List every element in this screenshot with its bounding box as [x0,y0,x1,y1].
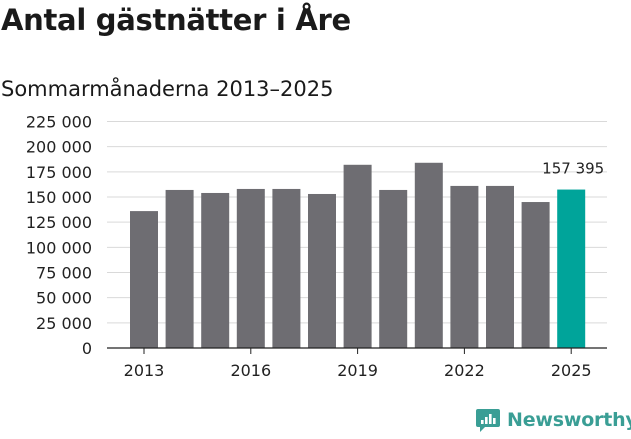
bar [272,188,301,348]
bar-highlight [557,189,586,348]
data-labels: 157 395 [542,160,604,178]
y-tick-label: 125 000 [26,213,92,232]
y-tick-label: 0 [82,339,92,358]
x-tick-label: 2025 [551,361,592,380]
bar [379,189,408,348]
y-tick-label: 200 000 [26,138,92,157]
y-tick-label: 75 000 [36,264,92,283]
chart-subtitle: Sommarmånaderna 2013–2025 [1,77,334,101]
x-tick-label: 2013 [124,361,165,380]
bar [521,202,550,348]
brand-name: Newsworthy [507,409,631,431]
highlight-value-label: 157 395 [542,160,604,178]
bar [236,188,265,348]
y-tick-label: 50 000 [36,289,92,308]
x-tick-label: 2019 [337,361,378,380]
bar [308,193,336,348]
y-tick-label: 225 000 [26,113,92,132]
bar [414,162,443,348]
bar [343,164,372,348]
y-tick-label: 25 000 [36,314,92,333]
x-tick-label: 2022 [444,361,485,380]
bar [201,192,230,348]
bar [165,189,194,348]
bar [450,185,479,348]
y-tick-label: 150 000 [26,188,92,207]
brand: Newsworthy [475,407,631,433]
bar [486,185,514,348]
bars [130,162,586,348]
y-tick-label: 175 000 [26,163,92,182]
x-tick-label: 2016 [230,361,271,380]
bar [130,211,158,348]
x-tick-labels: 2013 2016 2019 2022 2025 [124,348,592,380]
y-tick-label: 100 000 [26,238,92,257]
newsworthy-logo-icon [476,409,500,432]
y-tick-labels: 0 25 000 50 000 75 000 100 000 125 000 150 000… [26,113,92,359]
chart-title: Antal gästnätter i Åre [1,3,351,37]
